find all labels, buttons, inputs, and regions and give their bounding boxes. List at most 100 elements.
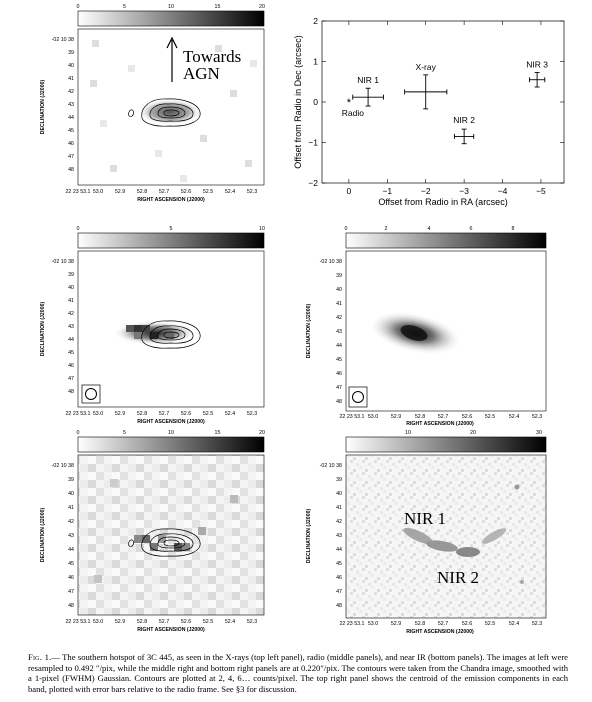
dec-tick: 47	[68, 589, 74, 595]
cb-tick: 10	[405, 430, 411, 436]
dec-tick: 47	[336, 385, 342, 391]
ra-tick: 52.8	[137, 619, 147, 625]
ra-tick: 52.3	[247, 411, 257, 417]
dec-tick: 44	[68, 115, 74, 121]
ra-tick: 53.0	[368, 414, 378, 420]
image-frame	[77, 454, 265, 616]
dec-tick: 41	[336, 301, 342, 307]
dec-axis-label: DECLINATION (J2000)	[306, 509, 312, 564]
chart-x-axis-label: Offset from Radio in RA (arcsec)	[378, 197, 507, 207]
ra-tick: 52.3	[532, 414, 542, 420]
dec-tick: 48	[336, 603, 342, 609]
dec-tick: 46	[68, 363, 74, 369]
cb-tick: 0	[77, 430, 80, 436]
ra-tick: 52.7	[159, 411, 169, 417]
dec-tick: 46	[68, 575, 74, 581]
caption-text: — The southern hotspot of 3C 445, as see…	[28, 652, 568, 694]
panel-xray: 0 5 10 15 20 Towards AGN -02 10 38 39 40…	[0, 0, 290, 210]
cb-tick: 4	[428, 226, 431, 232]
ra-axis-label: RIGHT ASCENSION (J2000)	[137, 627, 205, 633]
y-tick-label: 0	[313, 97, 318, 107]
dec-tick: -02 10 38	[52, 259, 74, 265]
dec-tick: 40	[336, 491, 342, 497]
dec-tick: -02 10 38	[52, 463, 74, 469]
ra-tick: 52.7	[159, 619, 169, 625]
ra-tick: 52.6	[181, 189, 191, 195]
dec-tick: 46	[68, 141, 74, 147]
cb-tick: 0	[77, 226, 80, 232]
dec-tick: 40	[68, 285, 74, 291]
panel-radio-right: 0 2 4 6 8 -02 10 38 39 40 41 42 43 44 45…	[290, 222, 592, 432]
colorbar	[77, 10, 265, 27]
dec-labels: -02 10 38 39 40 41 42 43 44 45 46 47 48	[52, 463, 74, 609]
dec-tick: 47	[336, 589, 342, 595]
colorbar	[345, 436, 547, 453]
panel-radio-left-svg: 0 5 10 -02 10 38 39 40 41 42 43 44 45 46…	[40, 226, 265, 425]
dec-tick: 45	[68, 128, 74, 134]
colorbar-ticks: 0 5 10 15 20	[77, 430, 265, 436]
cb-tick: 6	[470, 226, 473, 232]
dec-tick: 47	[68, 376, 74, 382]
dec-labels: -02 10 38 39 40 41 42 43 44 45 46 47 48	[320, 463, 342, 609]
ra-tick: 52.9	[391, 621, 401, 627]
dec-tick: 45	[68, 350, 74, 356]
chart-ticks: 0 −1 −2 −3 −4 −5 −2 −1 0 1 2	[308, 16, 564, 196]
dec-tick: 44	[336, 343, 342, 349]
dec-labels: -02 10 38 39 40 41 42 43 44 45 46 47 48	[52, 259, 74, 395]
colorbar	[345, 232, 547, 249]
annotation-towards: Towards	[183, 47, 241, 66]
colorbar	[77, 436, 265, 453]
radio-core	[400, 325, 428, 341]
dec-tick: 46	[336, 371, 342, 377]
dec-tick: 41	[68, 505, 74, 511]
y-tick-label: −1	[308, 138, 318, 148]
colorbar-ticks: 0 2 4 6 8	[345, 226, 515, 232]
radio-pixels	[126, 325, 174, 339]
dec-tick: 44	[68, 547, 74, 553]
dec-axis-label: DECLINATION (J2000)	[40, 80, 46, 135]
ra-tick: 52.3	[247, 189, 257, 195]
dec-tick: 48	[68, 603, 74, 609]
ra-tick: 52.5	[203, 411, 213, 417]
dec-tick: 43	[68, 533, 74, 539]
dec-tick: 39	[68, 477, 74, 483]
dec-tick: 41	[68, 76, 74, 82]
panel-nir-right-svg: 10 20 30 NIR 1 NIR 2 -02 10 38 39 40 41 …	[306, 430, 547, 635]
dec-tick: 39	[336, 273, 342, 279]
dec-tick: 42	[336, 315, 342, 321]
chart-frame	[321, 20, 565, 184]
panel-xray-svg: 0 5 10 15 20 Towards AGN -02 10 38 39 40…	[40, 4, 265, 203]
ra-tick: 52.8	[137, 411, 147, 417]
cb-tick: 10	[168, 430, 174, 436]
cb-tick: 20	[470, 430, 476, 436]
dec-tick: 40	[68, 63, 74, 69]
cb-tick: 0	[345, 226, 348, 232]
dec-tick: 48	[68, 389, 74, 395]
xray-contours	[128, 98, 201, 127]
ra-tick: 52.5	[203, 619, 213, 625]
xray-pixels	[90, 40, 257, 182]
beam-marker	[348, 386, 368, 408]
colorbar-ticks: 10 20 30	[405, 430, 542, 436]
ra-tick: 52.8	[415, 414, 425, 420]
nir-pixels	[94, 479, 238, 583]
beam-marker	[81, 384, 101, 404]
ra-tick: 22 23 53.1	[65, 619, 90, 625]
dec-tick: 43	[336, 533, 342, 539]
x-tick-label: −5	[536, 186, 546, 196]
ra-labels: 22 23 53.1 53.0 52.9 52.8 52.7 52.6 52.5…	[65, 619, 257, 625]
dec-tick: 43	[68, 324, 74, 330]
colorbar	[77, 232, 265, 249]
panel-nir-left: 0 5 10 15 20 -02 10 38 39 40 41 42 43 44…	[0, 424, 290, 642]
x-tick-label: −4	[498, 186, 508, 196]
y-tick-label: 2	[313, 16, 318, 26]
ra-labels: 22 23 53.1 53.0 52.9 52.8 52.7 52.6 52.5…	[65, 411, 257, 417]
cb-tick: 10	[259, 226, 265, 232]
dec-tick: 45	[336, 357, 342, 363]
xray-blob	[138, 99, 202, 125]
cb-tick: 20	[259, 4, 265, 10]
ra-tick: 52.4	[225, 189, 235, 195]
caption-label: Fig. 1.	[28, 652, 52, 662]
dec-tick: 45	[68, 561, 74, 567]
ra-tick: 52.9	[391, 414, 401, 420]
